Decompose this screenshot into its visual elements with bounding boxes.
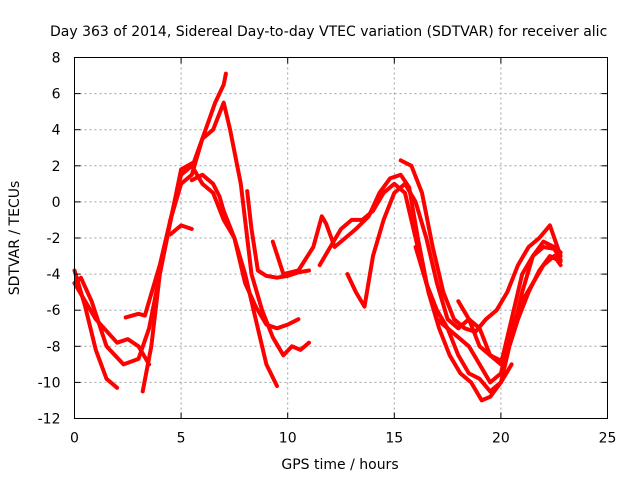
x-tick-label: 10 [279,431,297,447]
series-line-sat-a [72,268,120,390]
series-line-sat-e [140,71,228,394]
chart-title: Day 363 of 2014, Sidereal Day-to-day VTE… [50,24,607,40]
series-line-sat-n [456,239,563,363]
y-tick-label: 2 [52,159,61,175]
x-tick-label: 5 [177,431,186,447]
grid [74,57,608,419]
x-tick-label: 20 [492,431,510,447]
x-tick-label: 15 [385,431,403,447]
series-line-sat-c [72,281,152,367]
y-tick-label: -8 [47,339,61,355]
y-tick-label: -2 [47,231,61,247]
y-tick-label: 6 [52,87,61,103]
y-tick-label: -10 [38,375,61,391]
series-line-sat-f [168,223,194,237]
y-axis-label: SDTVAR / TECUs [7,181,23,296]
series-line-sat-d [123,100,311,358]
series-layer [72,71,563,403]
series-line-sat-j [317,181,563,385]
y-tick-label: 0 [52,195,61,211]
y-tick-label: -4 [47,267,61,283]
y-tick-label: -12 [38,412,61,428]
series-line-sat-g [189,172,301,331]
y-tick-label: 4 [52,123,61,139]
series-line-sat-m [413,245,514,394]
series-line-sat-k [345,181,563,367]
x-tick-label: 0 [70,431,79,447]
y-tick-label: 8 [52,51,61,67]
x-tick-label: 25 [599,431,617,447]
axis-ticks: 0 5 10 15 20 25 -12 -10 -8 -6 -4 -2 0 2 4 6 8 [38,51,617,447]
x-axis-label: GPS time / hours [281,457,398,473]
series-line-sat-l [398,158,563,334]
y-tick-label: -6 [47,303,61,319]
